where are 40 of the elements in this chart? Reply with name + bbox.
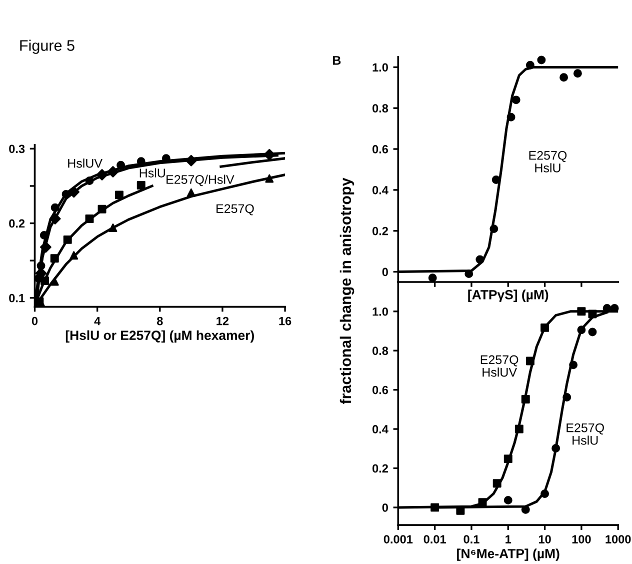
y-tick-label: 0 xyxy=(382,503,388,512)
x-tick-label: 12 xyxy=(216,316,229,326)
annotation: E257Q HslU xyxy=(529,150,567,172)
y-tick-label: 0.2 xyxy=(9,219,25,228)
y-tick-label: 0.6 xyxy=(372,145,388,154)
y-axis-title: fractional change in anisotropy xyxy=(340,178,354,404)
x-tick-label: 8 xyxy=(156,316,163,326)
y-tick-label: 0.2 xyxy=(372,226,388,236)
x-axis-title: [HslU or E257Q] (µM hexamer) xyxy=(66,330,254,343)
y-tick-label: 0.8 xyxy=(372,346,388,356)
y-tick-label: 0 xyxy=(382,268,388,276)
annotation: HslUV xyxy=(68,158,102,168)
annotation: E257Q HslU xyxy=(566,423,604,445)
annotation: E257Q HslUV xyxy=(480,355,518,377)
x-tick-label: 1 xyxy=(506,535,512,544)
x-axis-title: [ATPγS] (µM) xyxy=(468,290,548,302)
y-tick-label: 0.4 xyxy=(372,425,388,434)
y-tick-label: 1.0 xyxy=(372,63,388,72)
x-tick-label: 0 xyxy=(32,316,38,326)
chart-title: Figure 5 xyxy=(20,40,74,54)
text: B xyxy=(333,56,341,65)
x-tick-label: 100 xyxy=(572,535,591,544)
x-tick-label: 0.1 xyxy=(464,535,480,544)
y-tick-label: 0.4 xyxy=(372,186,388,194)
y-tick-label: 0.8 xyxy=(372,104,388,112)
y-tick-label: 1.0 xyxy=(372,307,388,316)
y-tick-label: 0.3 xyxy=(9,144,25,154)
y-tick-label: 0.1 xyxy=(9,294,25,302)
x-tick-label: 1000 xyxy=(606,535,631,544)
x-tick-label: 0.01 xyxy=(424,535,446,544)
x-tick-label: 16 xyxy=(279,316,292,326)
x-tick-label: 4 xyxy=(94,316,101,326)
x-tick-label: 10 xyxy=(538,535,551,544)
annotation: E257Q/HslV xyxy=(166,174,234,186)
x-tick-label: 0.001 xyxy=(384,535,413,544)
y-tick-label: 0.6 xyxy=(372,386,388,394)
annotation: HslU xyxy=(140,168,165,178)
annotation: E257Q xyxy=(216,204,254,216)
x-axis-title: [N⁶Me-ATP] (µM) xyxy=(457,548,560,561)
y-tick-label: 0.2 xyxy=(372,464,388,473)
